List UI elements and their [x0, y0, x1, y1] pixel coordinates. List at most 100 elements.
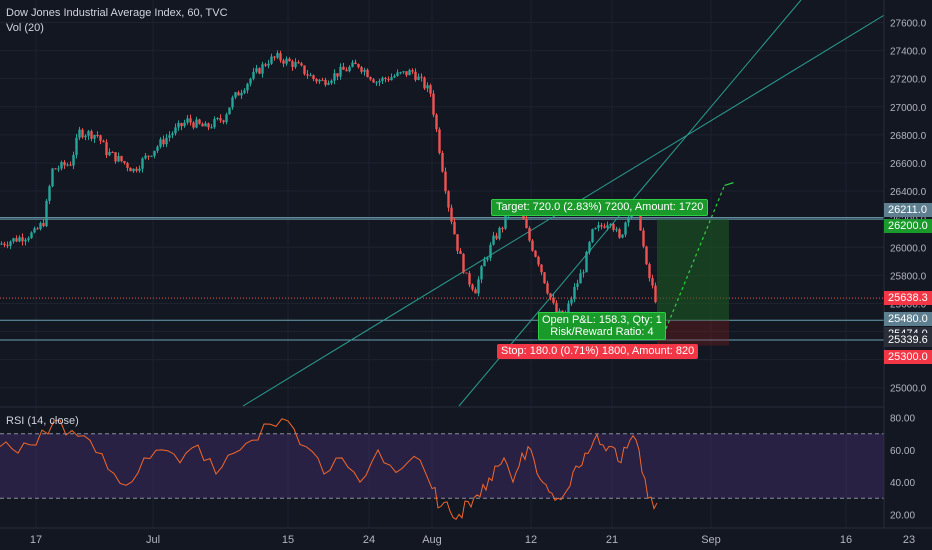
rsi-line	[0, 418, 658, 521]
candle-body	[54, 168, 57, 170]
candle-body	[183, 122, 186, 127]
candle-body	[627, 217, 630, 223]
candle-body	[495, 235, 498, 239]
candle-body	[93, 134, 96, 139]
candle-body	[573, 286, 576, 300]
candle-body	[570, 299, 573, 304]
stop-label[interactable]: Stop: 180.0 (0.71%) 1800, Amount: 820	[497, 344, 699, 359]
candle-body	[348, 66, 351, 72]
candle-body	[240, 92, 243, 96]
projection-path	[665, 185, 726, 329]
candle-body	[504, 214, 507, 229]
candle-body	[96, 134, 99, 136]
candle-body	[468, 273, 471, 285]
candle-body	[369, 77, 372, 80]
candle-body	[63, 161, 66, 166]
candle-body	[99, 135, 102, 141]
target-label[interactable]: Target: 720.0 (2.83%) 7200, Amount: 1720	[491, 199, 709, 216]
price-tag: 26211.0	[884, 202, 932, 217]
candle-body	[576, 283, 579, 287]
rsi-panel	[0, 418, 658, 521]
time-tick-label: 15	[282, 534, 294, 546]
candle-body	[492, 235, 495, 245]
candle-body	[309, 75, 312, 77]
candle-body	[330, 80, 333, 84]
candle-body	[600, 225, 603, 227]
candle-body	[276, 53, 279, 58]
candle-body	[462, 253, 465, 273]
price-tick-label: 26400.0	[890, 187, 927, 198]
candle-body	[153, 150, 156, 156]
candle-body	[645, 246, 648, 265]
candle-body	[372, 79, 375, 83]
candle-body	[339, 66, 342, 77]
candle-body	[213, 118, 216, 128]
candle-body	[210, 127, 213, 129]
candle-body	[285, 58, 288, 64]
candle-body	[546, 283, 549, 294]
candle-body	[396, 72, 399, 76]
candle-body	[642, 230, 645, 247]
candle-body	[624, 222, 627, 235]
candle-body	[36, 228, 39, 230]
candle-body	[444, 171, 447, 192]
rsi-tick-label: 80.00	[890, 414, 915, 425]
trade-zone	[657, 182, 734, 346]
candle-body	[57, 168, 60, 170]
candle-body	[171, 133, 174, 136]
candle-body	[597, 225, 600, 228]
candle-body	[435, 114, 438, 130]
candle-body	[273, 56, 276, 58]
candles	[0, 50, 657, 318]
candle-body	[609, 224, 612, 226]
candle-body	[465, 272, 468, 274]
candle-body	[60, 161, 63, 169]
candle-body	[45, 200, 48, 227]
candle-body	[525, 219, 528, 229]
candle-body	[102, 140, 105, 143]
price-tick-label: 27000.0	[890, 103, 927, 114]
candle-body	[498, 227, 501, 239]
candle-body	[366, 69, 369, 78]
candle-body	[381, 77, 384, 81]
candle-body	[585, 251, 588, 273]
candle-body	[480, 266, 483, 280]
candle-body	[486, 257, 489, 260]
time-tick-label: Sep	[701, 534, 721, 546]
candle-body	[312, 75, 315, 80]
time-tick-label: 17	[30, 534, 42, 546]
candle-body	[189, 118, 192, 123]
price-tick-label: 27600.0	[890, 18, 927, 29]
candle-body	[411, 70, 414, 72]
candle-body	[477, 279, 480, 294]
candle-body	[132, 168, 135, 172]
candle-body	[294, 62, 297, 67]
candle-body	[21, 237, 24, 242]
candle-body	[150, 155, 153, 157]
candle-body	[147, 155, 150, 157]
open-pnl-box[interactable]: Open P&L: 158.3, Qty: 1 Risk/Reward Rati…	[538, 312, 666, 340]
time-tick-label: 12	[525, 534, 537, 546]
candle-body	[450, 207, 453, 222]
candle-body	[162, 139, 165, 145]
candle-body	[138, 168, 141, 171]
price-tag: 25300.0	[884, 349, 932, 364]
candle-body	[612, 224, 615, 230]
candle-body	[606, 225, 609, 228]
time-tick-label: 21	[606, 534, 618, 546]
time-axis-bg	[0, 528, 932, 550]
risk-reward-text: Risk/Reward Ratio: 4	[550, 326, 654, 338]
candle-body	[195, 119, 198, 128]
candle-body	[237, 92, 240, 96]
candle-body	[261, 64, 264, 74]
candle-body	[543, 272, 546, 284]
price-tick-label: 26000.0	[890, 243, 927, 254]
candle-body	[267, 63, 270, 66]
candle-body	[408, 70, 411, 76]
rsi-band-fill	[0, 433, 884, 499]
candle-body	[438, 129, 441, 153]
candle-body	[231, 97, 234, 108]
candle-body	[534, 250, 537, 257]
candle-body	[579, 273, 582, 284]
